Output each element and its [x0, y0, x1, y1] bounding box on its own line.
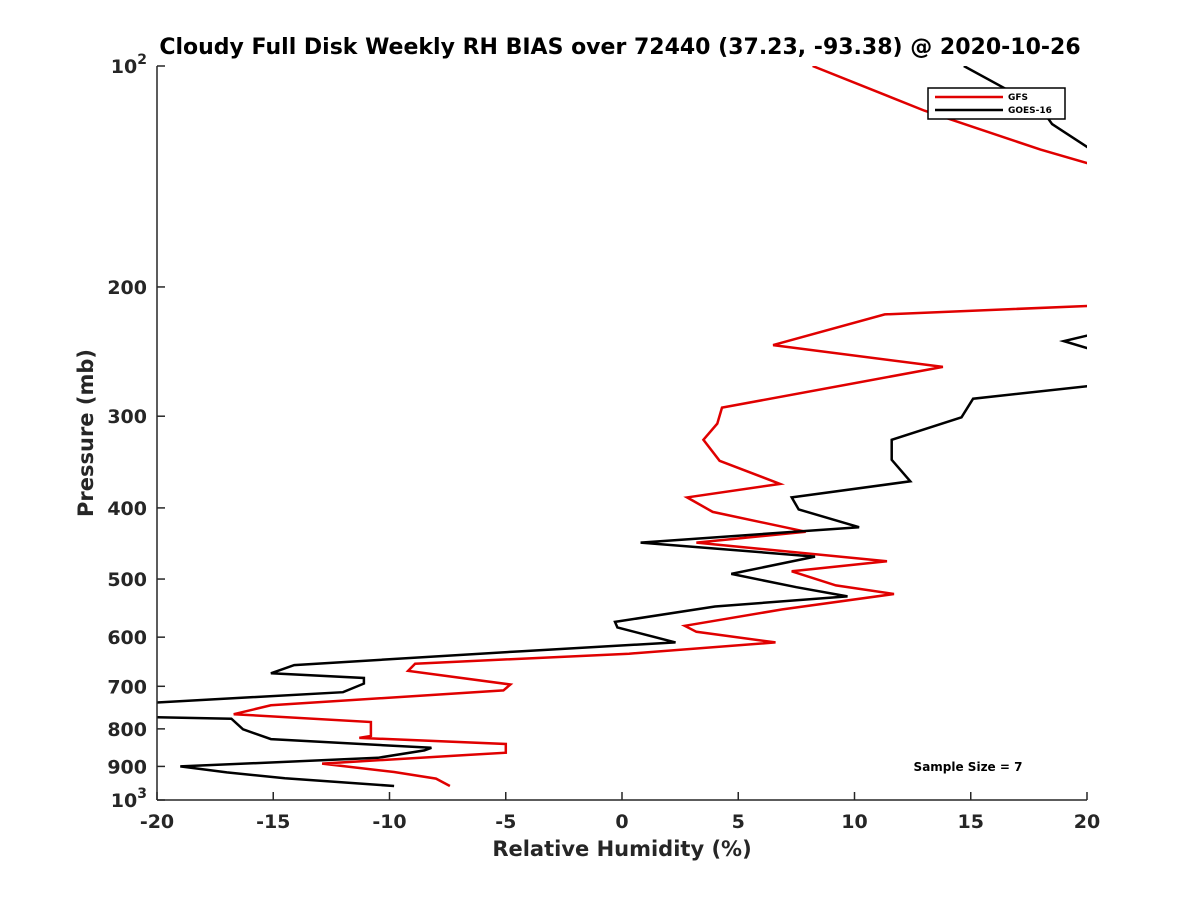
y-tick-label: 500 [107, 569, 147, 591]
y-tick-label: 300 [107, 406, 147, 428]
x-tick-label: -5 [495, 811, 516, 833]
y-tick-label: 600 [107, 627, 147, 649]
x-tick-label: -10 [372, 811, 406, 833]
y-tick-label: 200 [107, 277, 147, 299]
x-tick-label: 0 [615, 811, 628, 833]
y-axis-label: Pressure (mb) [74, 349, 98, 517]
legend-box [927, 87, 1066, 120]
x-tick-label: -15 [256, 811, 290, 833]
series-layer [157, 66, 1087, 788]
x-tick-label: 15 [958, 811, 984, 833]
x-axis-label: Relative Humidity (%) [492, 837, 751, 861]
series-line-goes16 [157, 66, 1087, 788]
x-tick-label: -20 [140, 811, 174, 833]
x-tick-label: 20 [1074, 811, 1100, 833]
sample-size-annotation: Sample Size = 7 [914, 760, 1023, 774]
legend: GFS GOES-16 [927, 87, 1066, 120]
chart-title: Cloudy Full Disk Weekly RH BIAS over 724… [159, 35, 1080, 60]
y-tick-label: 900 [107, 756, 147, 778]
ticks-layer: -20 -15 -10 -5 0 5 10 15 20 102 200 300 400 500 600 700… [107, 52, 1100, 833]
y-tick-label: 102 [111, 52, 147, 78]
series-line-gfs [233, 66, 1087, 788]
y-tick-label: 800 [107, 719, 147, 741]
x-tick-label: 10 [841, 811, 867, 833]
y-tick-label: 103 [111, 786, 147, 812]
x-tick-label: 5 [732, 811, 745, 833]
legend-gfs-label: GFS [1008, 93, 1028, 103]
y-tick-label: 700 [107, 676, 147, 698]
axes-layer [156, 66, 1087, 801]
legend-goes16-label: GOES-16 [1008, 106, 1052, 116]
y-tick-label: 400 [107, 498, 147, 520]
